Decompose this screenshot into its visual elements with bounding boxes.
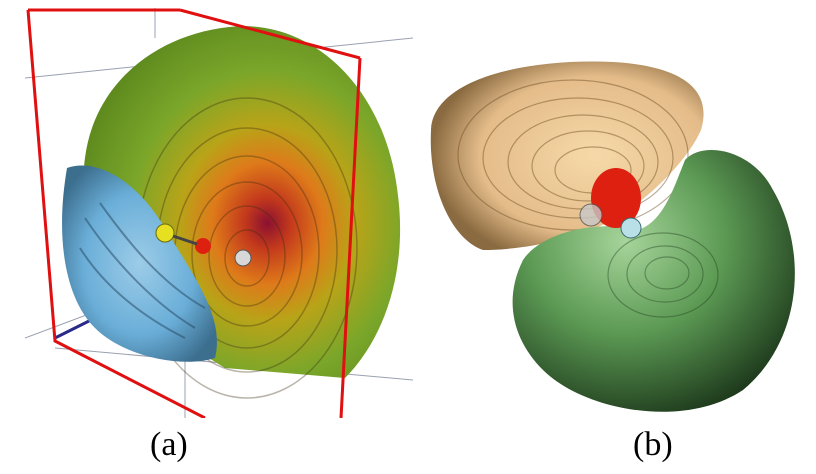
panel-b-isosurface xyxy=(423,50,816,418)
cyan-atom xyxy=(620,217,642,239)
oxygen-atom xyxy=(195,238,211,254)
panel-a-graphic xyxy=(25,8,413,418)
contour-rings xyxy=(136,97,358,399)
panel-a-volume-render xyxy=(25,8,413,418)
bond xyxy=(172,234,198,246)
green-lobe xyxy=(512,150,795,412)
red-orbital xyxy=(591,168,641,228)
blue-lobe xyxy=(62,165,217,362)
hydrogen-atom xyxy=(155,223,175,243)
grey-atom-b xyxy=(579,203,603,227)
bounding-box xyxy=(26,8,362,418)
caption-a: (a) xyxy=(150,426,188,463)
panel-b-graphic xyxy=(430,61,795,412)
blue-contours xyxy=(79,202,206,339)
green-contours xyxy=(607,232,719,318)
caption-b: (b) xyxy=(633,426,673,463)
grey-atom xyxy=(234,249,252,267)
